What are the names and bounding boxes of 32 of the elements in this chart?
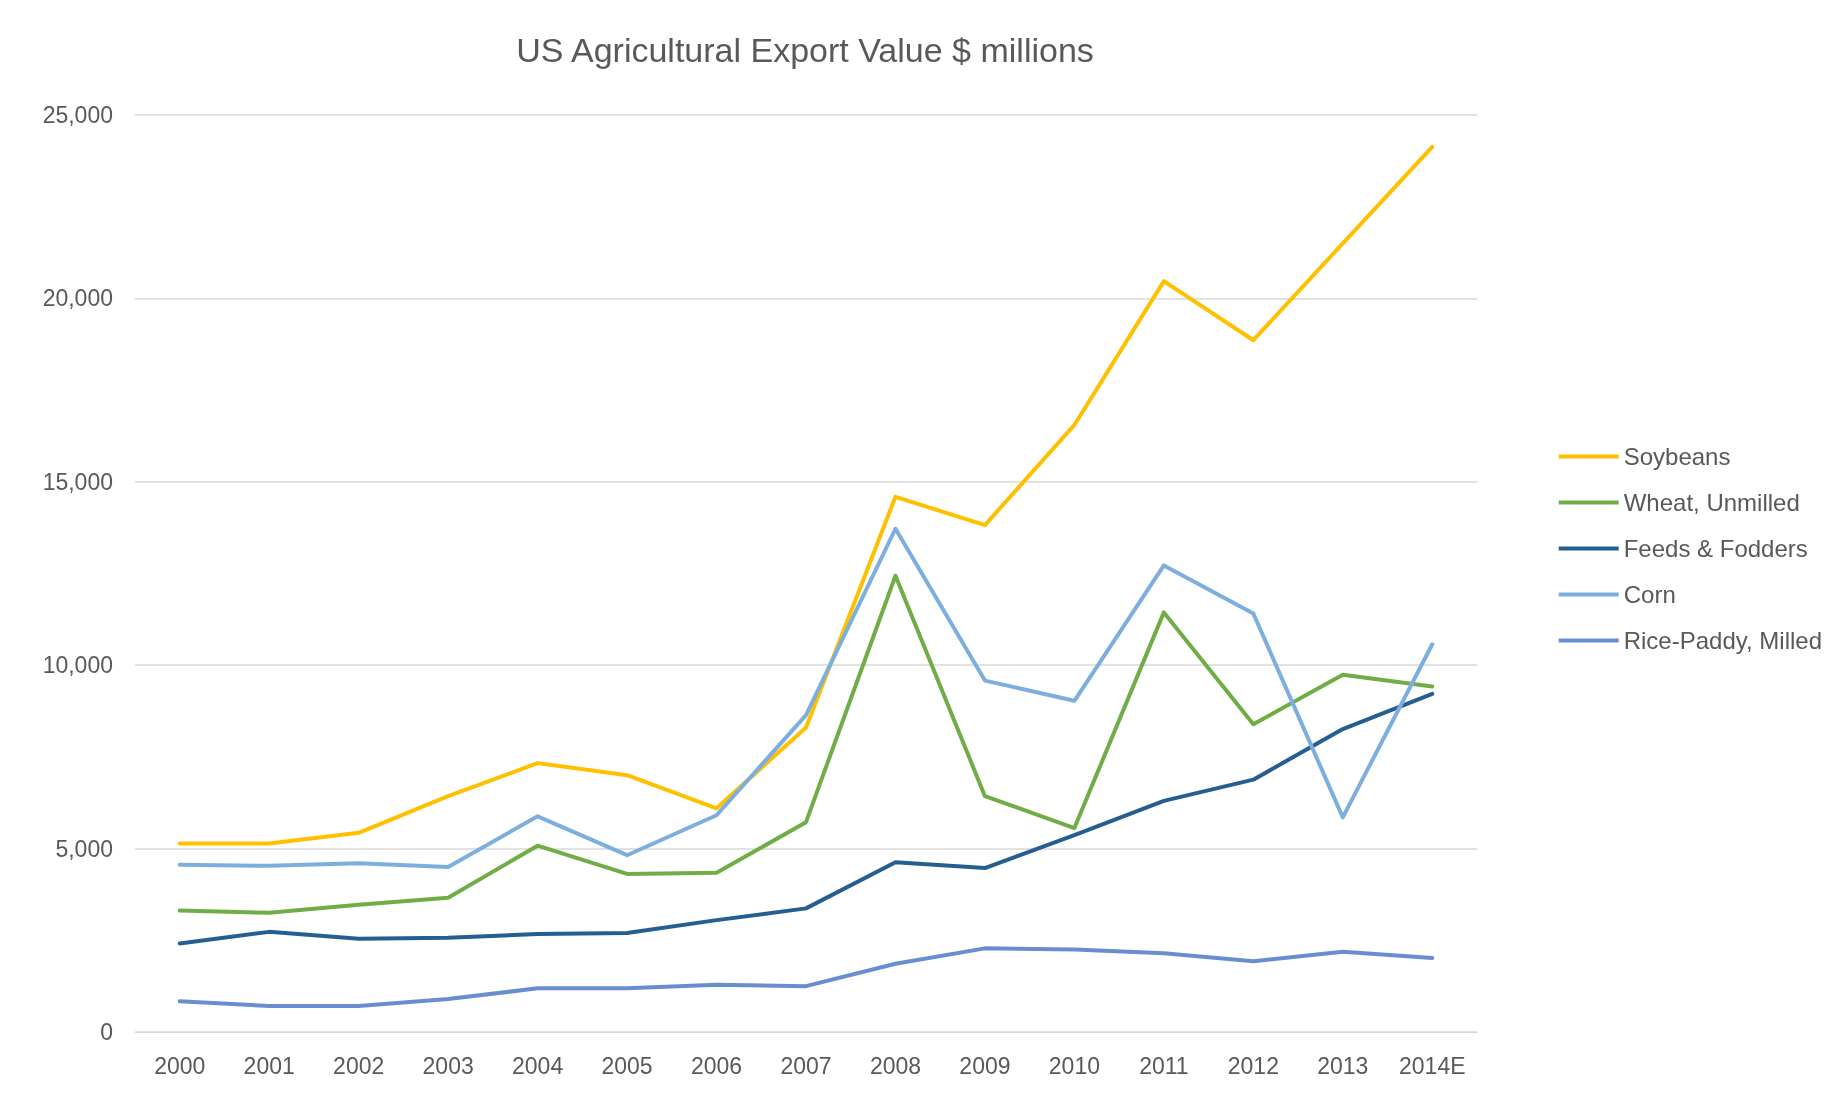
- x-tick-label: 2002: [333, 1052, 385, 1079]
- line-series: [177, 946, 1435, 1008]
- x-tick-label: 2014E: [1399, 1052, 1466, 1079]
- x-tick-label: 2012: [1227, 1052, 1279, 1079]
- x-tick-label: 2004: [512, 1052, 564, 1079]
- x-tick-label: 2010: [1048, 1052, 1100, 1079]
- x-tick-label: 2009: [959, 1052, 1011, 1079]
- y-tick-label: 0: [100, 1019, 113, 1045]
- y-tick-label: 25,000: [42, 102, 113, 128]
- legend-label: Corn: [1623, 581, 1676, 608]
- x-tick-label: 2011: [1139, 1052, 1189, 1079]
- legend-label: Feeds & Fodders: [1623, 535, 1808, 562]
- y-tick-label: 10,000: [42, 652, 113, 679]
- y-tick-label: 5,000: [55, 835, 113, 862]
- line-series: [177, 573, 1435, 915]
- y-tick-label: 15,000: [42, 468, 113, 495]
- x-tick-label: 2007: [780, 1052, 832, 1079]
- line-series: [177, 691, 1435, 946]
- legend-label: Rice-Paddy, Milled: [1623, 627, 1822, 654]
- x-tick-label: 2005: [601, 1052, 653, 1079]
- x-tick-label: 2000: [154, 1052, 206, 1079]
- line-series: [177, 144, 1435, 846]
- chart-title: US Agricultural Export Value $ millions: [516, 31, 1094, 69]
- x-tick-label: 2003: [422, 1052, 474, 1079]
- x-tick-label: 2001: [243, 1052, 295, 1079]
- legend-label: Soybeans: [1623, 443, 1731, 470]
- line-series: [177, 526, 1435, 869]
- legend-label: Wheat, Unmilled: [1623, 489, 1800, 516]
- y-tick-label: 20,000: [42, 285, 113, 312]
- x-tick-label: 2008: [869, 1052, 922, 1079]
- x-tick-label: 2013: [1317, 1052, 1369, 1079]
- x-tick-label: 2006: [690, 1052, 743, 1079]
